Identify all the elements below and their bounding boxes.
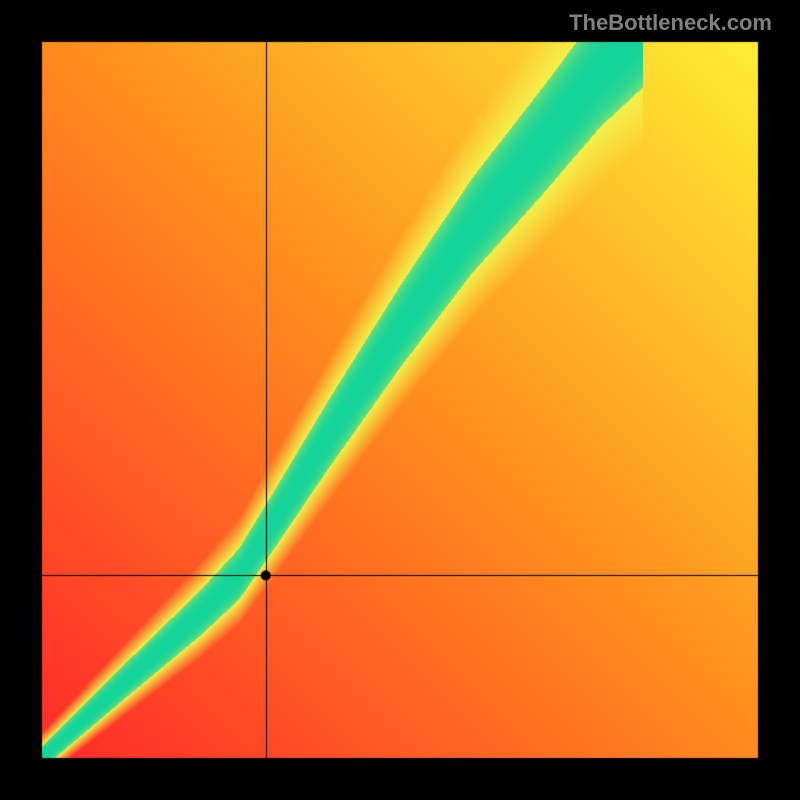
watermark-text: TheBottleneck.com xyxy=(569,10,772,36)
crosshair-overlay xyxy=(0,0,800,800)
chart-container: TheBottleneck.com xyxy=(0,0,800,800)
